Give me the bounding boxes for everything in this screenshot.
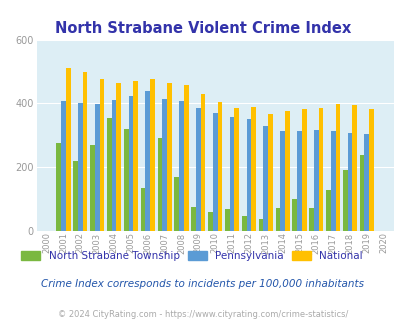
Bar	[200, 94, 205, 231]
Bar	[107, 118, 111, 231]
Bar	[212, 113, 217, 231]
Bar	[352, 105, 356, 231]
Bar	[368, 109, 373, 231]
Bar	[258, 219, 263, 231]
Bar	[347, 133, 352, 231]
Bar	[174, 177, 179, 231]
Bar	[313, 130, 318, 231]
Bar	[208, 213, 212, 231]
Text: Crime Index corresponds to incidents per 100,000 inhabitants: Crime Index corresponds to incidents per…	[41, 279, 364, 289]
Bar	[183, 85, 188, 231]
Bar	[196, 108, 200, 231]
Bar	[364, 134, 368, 231]
Bar	[279, 131, 284, 231]
Bar	[157, 139, 162, 231]
Bar	[251, 107, 255, 231]
Bar	[128, 96, 133, 231]
Bar	[95, 104, 99, 231]
Text: North Strabane Violent Crime Index: North Strabane Violent Crime Index	[55, 21, 350, 36]
Text: © 2024 CityRating.com - https://www.cityrating.com/crime-statistics/: © 2024 CityRating.com - https://www.city…	[58, 310, 347, 319]
Bar	[292, 199, 296, 231]
Bar	[166, 82, 171, 231]
Bar	[318, 108, 322, 231]
Bar	[179, 101, 183, 231]
Bar	[145, 91, 150, 231]
Bar	[229, 117, 234, 231]
Bar	[330, 131, 335, 231]
Bar	[241, 216, 246, 231]
Bar	[61, 101, 66, 231]
Bar	[359, 155, 364, 231]
Bar	[56, 143, 61, 231]
Bar	[296, 130, 301, 231]
Bar	[111, 100, 116, 231]
Bar	[263, 126, 267, 231]
Bar	[162, 99, 166, 231]
Bar	[90, 145, 95, 231]
Bar	[124, 129, 128, 231]
Bar	[116, 83, 121, 231]
Legend: North Strabane Township, Pennsylvania, National: North Strabane Township, Pennsylvania, N…	[21, 251, 362, 261]
Bar	[309, 208, 313, 231]
Bar	[275, 208, 279, 231]
Bar	[191, 207, 196, 231]
Bar	[325, 190, 330, 231]
Bar	[66, 68, 70, 231]
Bar	[83, 72, 87, 231]
Bar	[73, 161, 78, 231]
Bar	[217, 102, 222, 231]
Bar	[150, 80, 154, 231]
Bar	[234, 108, 239, 231]
Bar	[224, 209, 229, 231]
Bar	[335, 104, 339, 231]
Bar	[267, 114, 272, 231]
Bar	[99, 80, 104, 231]
Bar	[246, 119, 251, 231]
Bar	[301, 109, 306, 231]
Bar	[284, 111, 289, 231]
Bar	[141, 188, 145, 231]
Bar	[78, 103, 83, 231]
Bar	[342, 170, 347, 231]
Bar	[133, 81, 138, 231]
